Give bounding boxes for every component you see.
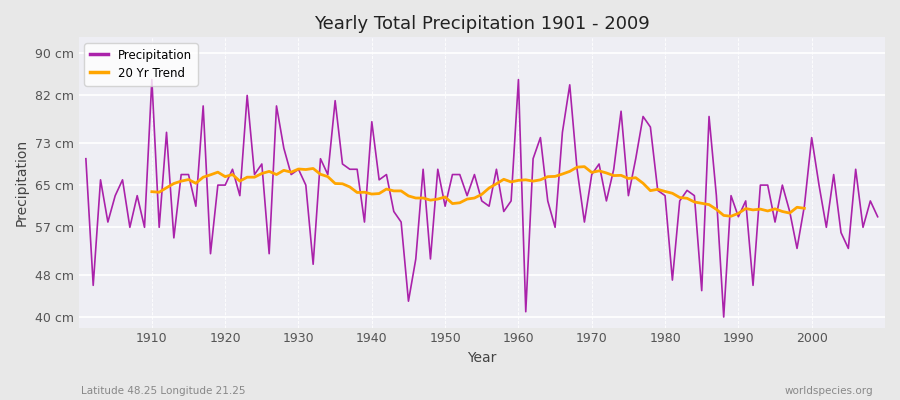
20 Yr Trend [697,201,707,206]
X-axis label: Year: Year [467,351,497,365]
20 Yr Trend [234,179,245,184]
20 Yr Trend [799,206,810,211]
Precipitation [513,77,524,82]
20 Yr Trend [579,164,590,169]
Line: Precipitation: Precipitation [86,80,878,317]
20 Yr Trend [147,189,158,194]
Precipitation [308,262,319,267]
Precipitation [718,315,729,320]
Text: Latitude 48.25 Longitude 21.25: Latitude 48.25 Longitude 21.25 [81,386,246,396]
Precipitation [140,225,150,230]
Precipitation [80,156,91,161]
Precipitation [608,167,619,172]
Precipitation [520,309,531,314]
20 Yr Trend [711,207,722,212]
20 Yr Trend [608,173,619,178]
20 Yr Trend [725,214,736,219]
Text: worldspecies.org: worldspecies.org [785,386,873,396]
20 Yr Trend [345,184,356,189]
Precipitation [352,167,363,172]
20 Yr Trend [784,211,795,216]
Legend: Precipitation, 20 Yr Trend: Precipitation, 20 Yr Trend [85,43,197,86]
Line: 20 Yr Trend: 20 Yr Trend [152,167,805,216]
Y-axis label: Precipitation: Precipitation [15,139,29,226]
Precipitation [147,77,158,82]
Precipitation [872,214,883,219]
Title: Yearly Total Precipitation 1901 - 2009: Yearly Total Precipitation 1901 - 2009 [314,15,650,33]
